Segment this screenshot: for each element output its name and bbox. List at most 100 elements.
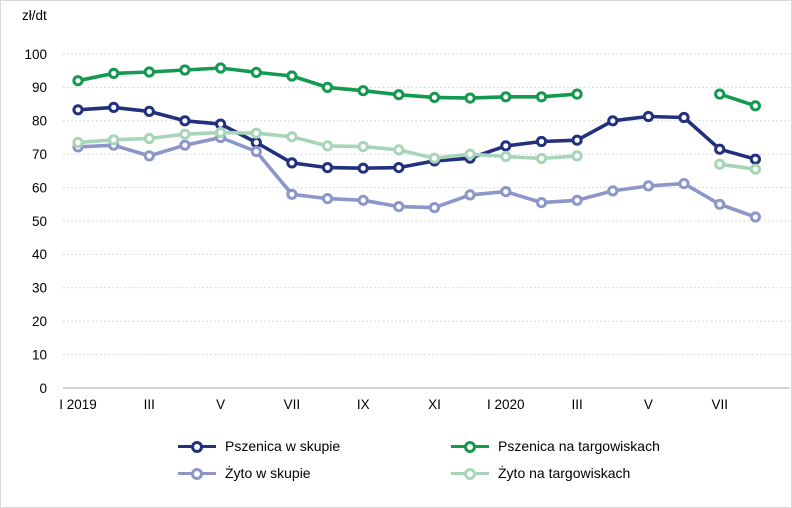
data-point-marker xyxy=(250,66,262,79)
data-point-marker xyxy=(464,92,476,104)
data-point-marker xyxy=(143,150,155,162)
data-point-marker xyxy=(714,143,726,155)
data-point-marker xyxy=(571,150,583,162)
svg-text:30: 30 xyxy=(32,281,47,296)
legend-line-marker-icon xyxy=(451,440,489,453)
data-point-marker xyxy=(749,153,762,165)
series-zyto-na-targowiskach xyxy=(72,126,762,175)
data-point-marker xyxy=(428,152,441,164)
data-point-marker xyxy=(393,201,405,213)
legend-line-marker-icon xyxy=(451,467,489,480)
data-point-marker xyxy=(321,81,334,94)
svg-text:I 2019: I 2019 xyxy=(59,397,97,412)
data-point-marker xyxy=(179,139,191,151)
legend-label: Pszenica na targowiskach xyxy=(498,438,660,454)
y-gridlines xyxy=(63,53,790,356)
data-point-marker xyxy=(464,189,476,201)
svg-text:V: V xyxy=(216,397,225,412)
svg-text:100: 100 xyxy=(24,47,47,62)
series-zyto-w-skupie xyxy=(72,131,762,223)
data-point-marker xyxy=(357,194,369,206)
data-point-marker xyxy=(428,202,441,214)
data-point-marker xyxy=(607,185,619,197)
data-point-marker xyxy=(215,62,227,74)
data-point-marker xyxy=(535,197,548,209)
legend-item-pszenica-na-targowiskach: Pszenica na targowiskach xyxy=(451,438,771,455)
data-point-marker xyxy=(749,163,762,175)
data-point-marker xyxy=(72,75,84,87)
legend-label: Żyto na targowiskach xyxy=(498,465,631,481)
svg-text:20: 20 xyxy=(32,314,47,329)
legend-label: Żyto w skupie xyxy=(225,465,311,481)
data-point-marker xyxy=(179,64,191,76)
data-point-marker xyxy=(393,144,405,156)
data-point-marker xyxy=(143,132,155,145)
svg-text:40: 40 xyxy=(32,247,47,262)
chart-legend: Pszenica w skupie Pszenica na targowiska… xyxy=(178,438,791,482)
data-point-marker xyxy=(179,128,191,140)
data-point-marker xyxy=(179,115,191,127)
data-point-marker xyxy=(393,162,405,174)
data-point-marker xyxy=(678,111,690,124)
data-point-marker xyxy=(250,136,262,149)
data-point-marker xyxy=(286,131,298,143)
svg-text:V: V xyxy=(644,397,653,412)
svg-text:70: 70 xyxy=(32,147,47,162)
data-point-marker xyxy=(250,127,262,139)
data-point-marker xyxy=(464,148,476,160)
data-point-marker xyxy=(535,135,548,148)
data-point-marker xyxy=(642,110,655,123)
data-point-marker xyxy=(286,70,298,82)
data-point-marker xyxy=(500,186,512,198)
legend-line-marker-icon xyxy=(178,467,216,480)
svg-text:80: 80 xyxy=(32,114,47,129)
legend-item-zyto-na-targowiskach: Żyto na targowiskach xyxy=(451,465,771,482)
data-point-marker xyxy=(428,91,441,104)
data-point-marker xyxy=(714,158,726,170)
svg-text:I 2020: I 2020 xyxy=(487,397,525,412)
svg-text:0: 0 xyxy=(39,381,47,396)
data-point-marker xyxy=(357,85,369,97)
data-point-marker xyxy=(357,140,369,153)
legend-item-zyto-w-skupie: Żyto w skupie xyxy=(178,465,451,482)
data-point-marker xyxy=(321,193,334,205)
data-point-marker xyxy=(143,66,155,78)
data-point-marker xyxy=(714,88,726,100)
data-point-marker xyxy=(749,211,762,223)
svg-text:IX: IX xyxy=(357,397,370,412)
legend-label: Pszenica w skupie xyxy=(225,438,341,454)
data-point-marker xyxy=(357,162,369,174)
series-pszenica-na-targowiskach xyxy=(72,62,762,112)
data-point-marker xyxy=(571,134,583,146)
data-point-marker xyxy=(286,188,298,200)
data-point-marker xyxy=(393,89,405,101)
y-axis-tick-labels: 0 10 20 30 40 50 60 70 80 90 100 xyxy=(24,47,47,396)
svg-text:VII: VII xyxy=(284,397,301,412)
data-point-marker xyxy=(500,150,512,163)
svg-text:III: III xyxy=(571,397,582,412)
data-point-marker xyxy=(571,88,583,100)
data-point-marker xyxy=(749,100,762,112)
y-axis-unit-label: zł/dt xyxy=(22,8,47,23)
data-point-marker xyxy=(108,101,120,114)
x-axis-tick-labels: I 2019 III V VII IX XI I 2020 III V VII xyxy=(59,397,728,412)
data-point-marker xyxy=(321,140,334,152)
data-point-marker xyxy=(215,126,227,139)
data-point-marker xyxy=(535,91,548,103)
data-point-marker xyxy=(500,140,512,152)
data-point-marker xyxy=(72,104,84,116)
svg-text:50: 50 xyxy=(32,214,47,229)
data-point-marker xyxy=(500,91,512,103)
legend-item-pszenica-w-skupie: Pszenica w skupie xyxy=(178,438,451,455)
data-point-marker xyxy=(286,157,298,169)
svg-text:90: 90 xyxy=(32,80,47,95)
data-point-marker xyxy=(321,162,334,174)
data-point-marker xyxy=(143,105,155,118)
data-point-marker xyxy=(678,178,690,190)
data-point-marker xyxy=(250,145,262,158)
data-point-marker xyxy=(108,134,120,146)
svg-text:10: 10 xyxy=(32,347,47,362)
svg-text:III: III xyxy=(144,397,155,412)
